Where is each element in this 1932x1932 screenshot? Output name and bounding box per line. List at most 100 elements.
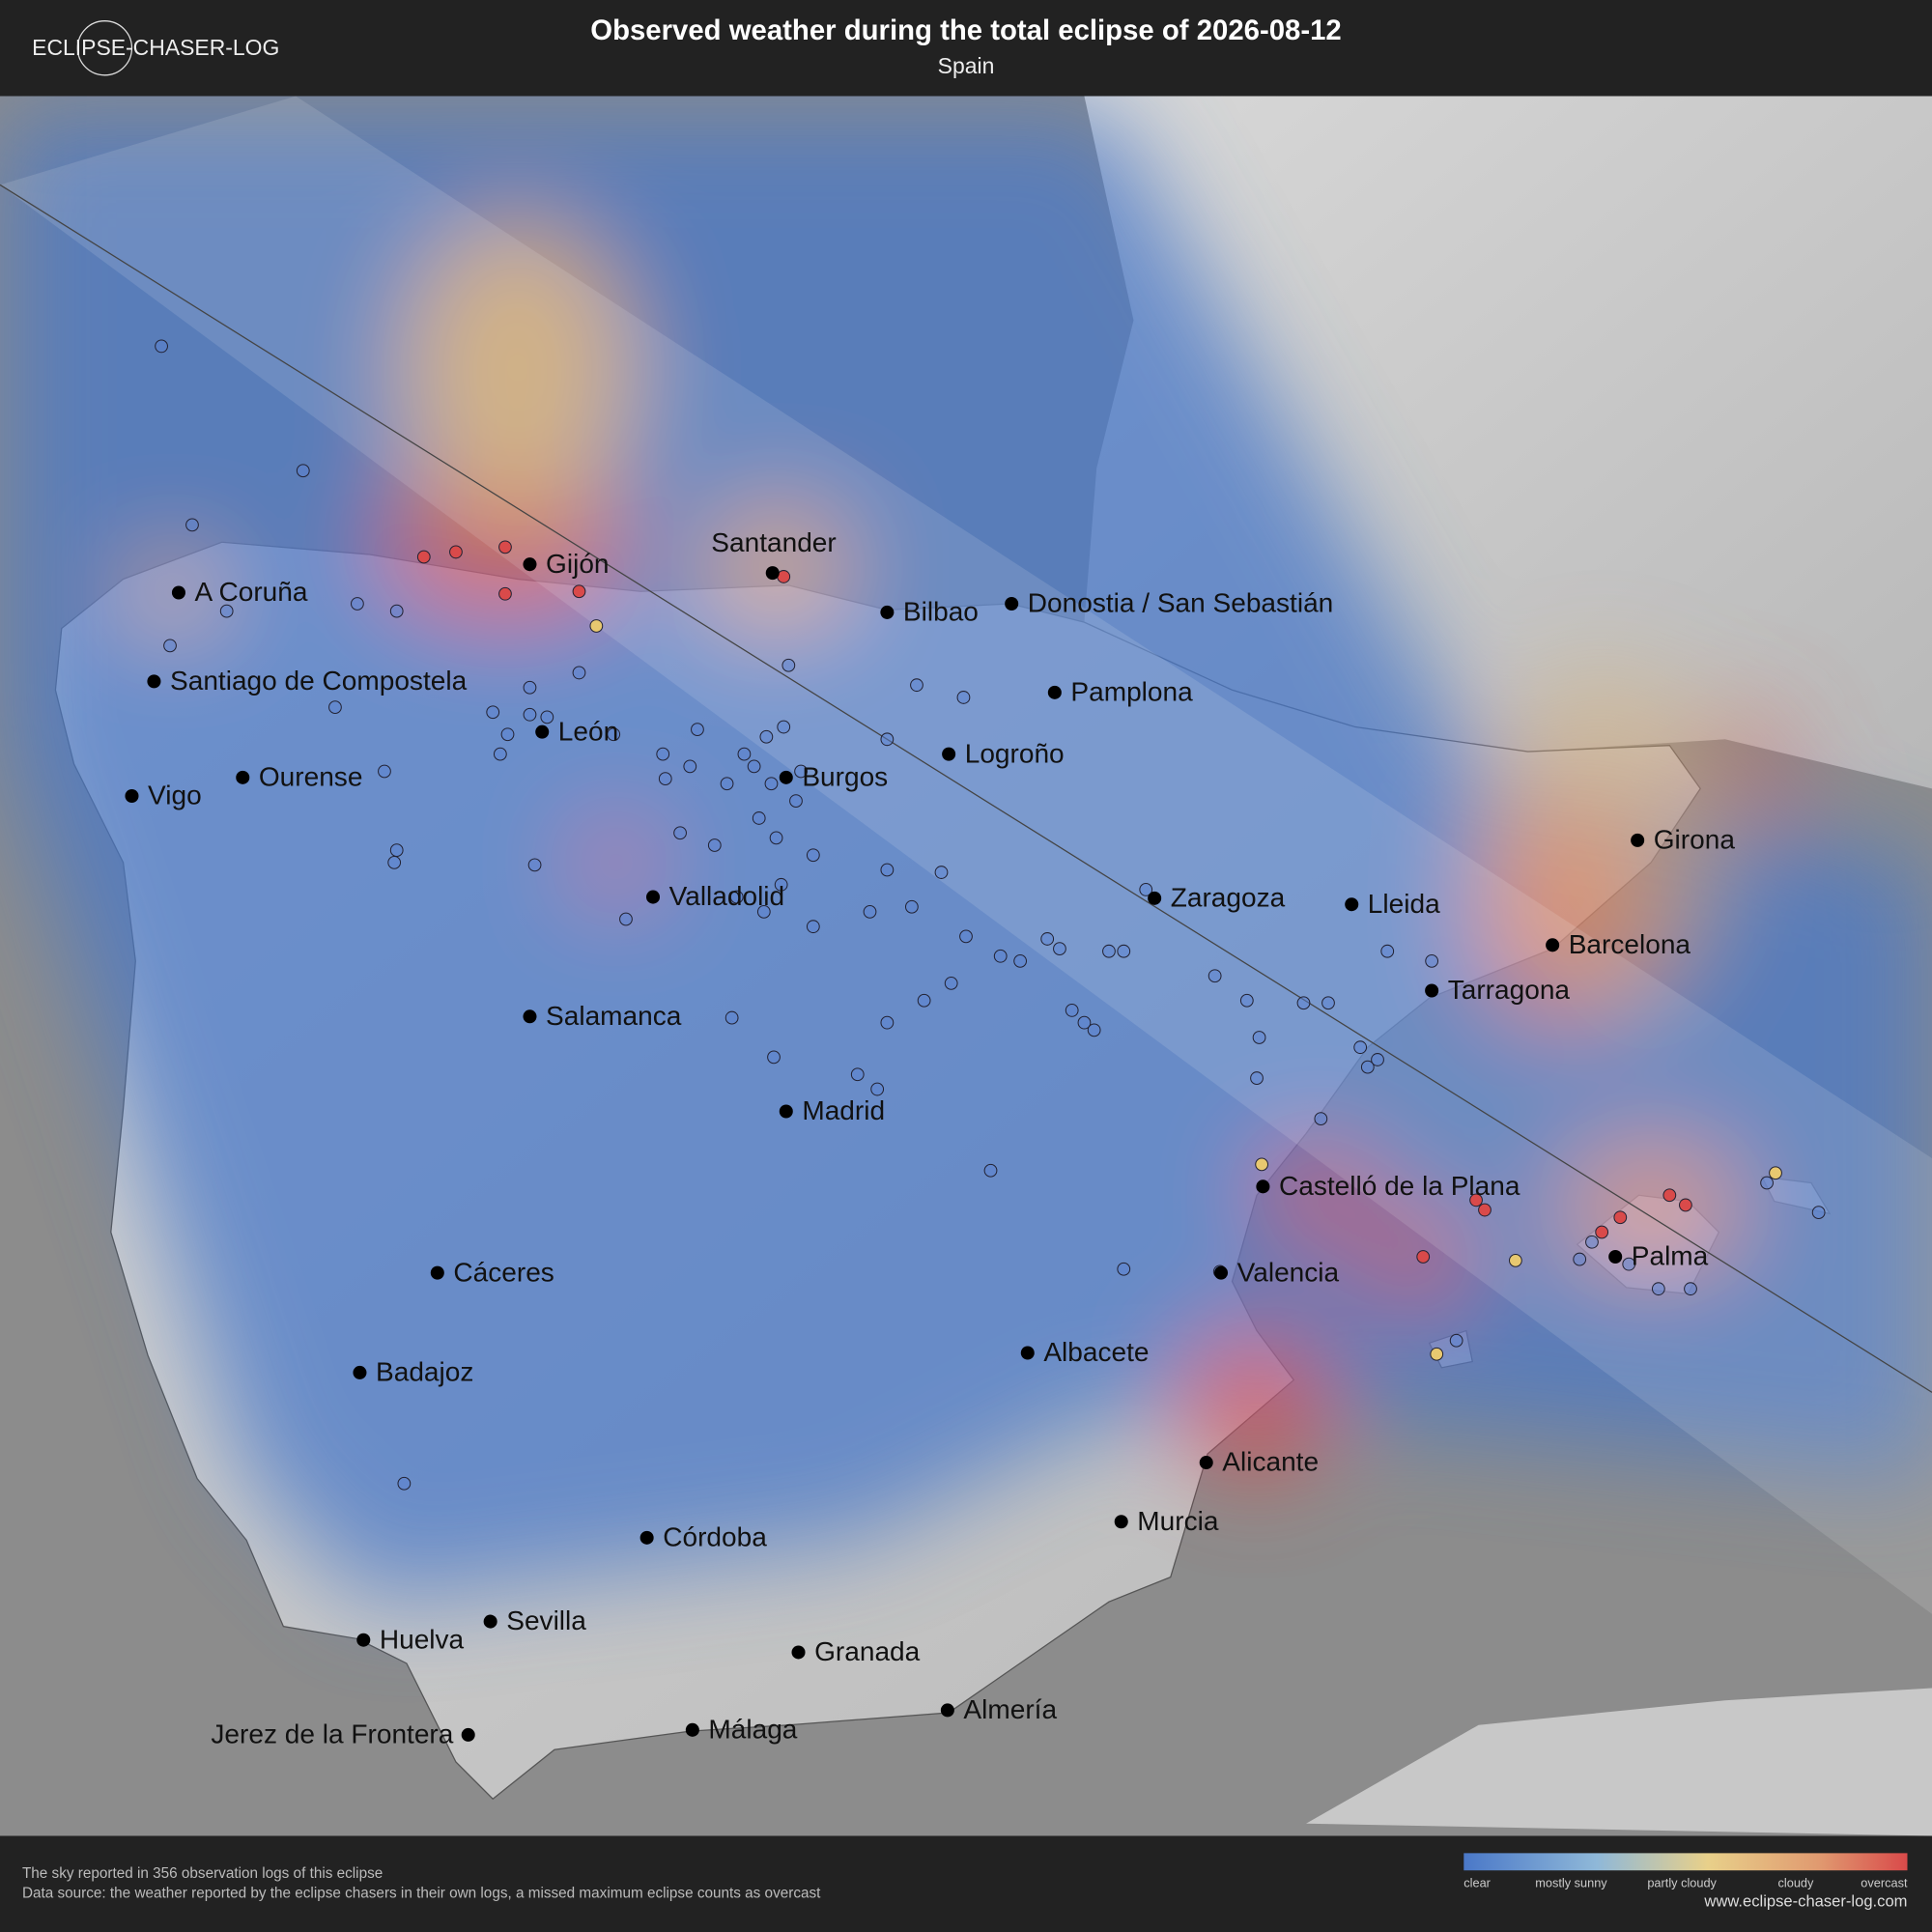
- observation-marker: [1117, 1262, 1131, 1276]
- observation-marker: [1508, 1253, 1522, 1267]
- legend-label: partly cloudy: [1647, 1876, 1717, 1890]
- city-label: Córdoba: [663, 1522, 767, 1552]
- city-dot: [1199, 1456, 1213, 1470]
- observation-marker: [1353, 1040, 1368, 1055]
- footer: [0, 1835, 1932, 1932]
- observation-marker: [880, 863, 895, 877]
- observation-marker: [983, 1163, 998, 1178]
- observation-marker: [658, 772, 672, 786]
- city-dot: [461, 1727, 475, 1742]
- city-dot: [1345, 897, 1359, 912]
- city-label: Murcia: [1137, 1506, 1219, 1536]
- observation-marker: [1102, 944, 1116, 958]
- observation-marker: [1255, 1157, 1269, 1172]
- city-label: Santander: [711, 527, 836, 557]
- observation-marker: [493, 747, 507, 761]
- observation-marker: [747, 759, 761, 774]
- city-dot: [1005, 596, 1019, 611]
- header: [0, 0, 1932, 97]
- city-dot: [639, 1530, 654, 1545]
- city-dot: [1148, 891, 1162, 905]
- observation-marker: [910, 678, 923, 693]
- observation-marker: [1585, 1235, 1599, 1249]
- observation-marker: [781, 658, 796, 672]
- city-dot: [779, 770, 793, 784]
- observation-marker: [1622, 1257, 1636, 1271]
- observations: [155, 339, 1826, 1491]
- legend-label: cloudy: [1778, 1876, 1814, 1890]
- observation-marker: [1811, 1206, 1826, 1219]
- observation-marker: [1416, 1250, 1431, 1264]
- observation-marker: [789, 794, 803, 808]
- city-dot: [236, 770, 250, 784]
- totality-band: [0, 96, 1932, 1614]
- observation-marker: [683, 759, 697, 774]
- observation-marker: [806, 920, 820, 934]
- observation-marker: [527, 858, 542, 872]
- observation-marker: [1360, 1060, 1375, 1074]
- observation-marker: [500, 727, 515, 742]
- observation-marker: [870, 1082, 885, 1096]
- observation-marker: [351, 597, 364, 611]
- city-label: Pamplona: [1070, 677, 1193, 707]
- city-label: Ourense: [259, 762, 363, 792]
- observation-marker: [1380, 944, 1395, 958]
- city-dot: [940, 1703, 954, 1718]
- observation-marker: [1065, 1004, 1079, 1017]
- observation-marker: [691, 723, 704, 736]
- city-dot: [880, 605, 895, 619]
- observation-marker: [163, 639, 177, 653]
- city-label: Salamanca: [546, 1001, 682, 1031]
- observation-marker: [185, 518, 199, 532]
- city-label: Tarragona: [1448, 975, 1571, 1005]
- city-dot: [1608, 1250, 1623, 1264]
- observation-marker: [1208, 969, 1222, 983]
- city-dot: [535, 724, 550, 739]
- observation-marker: [1250, 1071, 1264, 1085]
- city-label: Cáceres: [453, 1257, 554, 1287]
- observation-marker: [656, 747, 670, 761]
- observation-marker: [1371, 1053, 1384, 1066]
- observation-marker: [486, 705, 500, 720]
- observation-marker: [880, 1015, 895, 1030]
- city-label: Barcelona: [1569, 929, 1691, 959]
- observation-marker: [993, 949, 1008, 963]
- city-label: Vigo: [148, 781, 202, 810]
- observation-marker: [607, 727, 621, 742]
- central-line: [0, 184, 1932, 1393]
- city-label: Castelló de la Plana: [1279, 1171, 1520, 1201]
- observation-marker: [1239, 993, 1254, 1008]
- observation-marker: [572, 666, 586, 680]
- observation-marker: [1662, 1188, 1677, 1203]
- observation-marker: [498, 540, 512, 554]
- observation-marker: [389, 604, 404, 618]
- city-dot: [1425, 983, 1439, 998]
- observation-marker: [1613, 1210, 1628, 1225]
- observation-marker: [1449, 1333, 1463, 1348]
- observation-marker: [397, 1476, 412, 1491]
- city-dot: [147, 674, 161, 689]
- observation-marker: [1314, 1112, 1328, 1126]
- logo: ECLIPSE-CHASER-LOG: [32, 35, 279, 60]
- city-label: Gijón: [546, 549, 609, 579]
- observation-marker: [523, 680, 537, 695]
- city-label: Valencia: [1237, 1257, 1340, 1287]
- observation-marker: [917, 993, 931, 1008]
- observation-marker: [934, 866, 949, 879]
- city-dot: [430, 1265, 444, 1280]
- observation-marker: [720, 777, 734, 791]
- city-label: Girona: [1654, 825, 1736, 855]
- city-dot: [765, 566, 780, 581]
- cities: A Coruña Gijón Santander Bilbao Donostia / S…: [125, 527, 1736, 1749]
- observation-marker: [449, 545, 463, 559]
- observation-marker: [904, 899, 919, 914]
- city-dot: [1047, 685, 1062, 699]
- weather-overlay: [0, 110, 1932, 1603]
- observation-marker: [1595, 1225, 1609, 1239]
- legend-label: clear: [1463, 1876, 1491, 1890]
- observation-marker: [498, 586, 512, 601]
- observation-marker: [540, 710, 554, 724]
- legend-label: mostly sunny: [1535, 1876, 1607, 1890]
